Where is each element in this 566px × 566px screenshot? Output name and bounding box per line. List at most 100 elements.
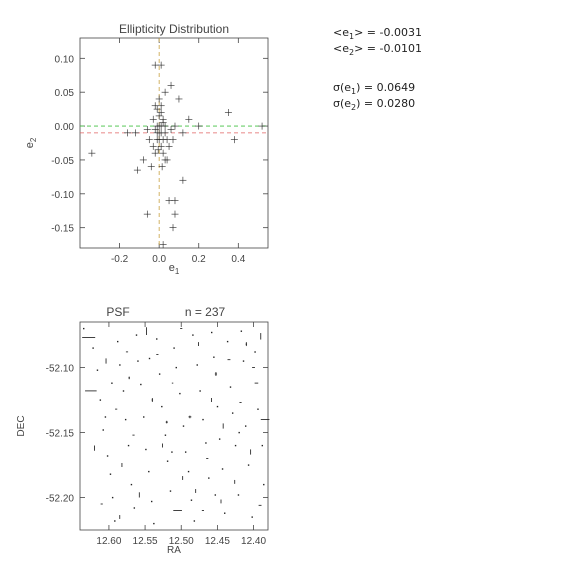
ellip-ylabel-sub: 2: [29, 137, 38, 142]
ellip-point: [179, 129, 187, 137]
ellip-xtick-label: 0.0: [152, 254, 166, 265]
psf-plot: 12.60 12.55 12.50 12.45 12.40 -52.10 -52.15 -52…: [16, 305, 270, 556]
ellip-xlabel-sub: 1: [175, 267, 180, 276]
psf-dot: [257, 408, 259, 410]
ellip-point: [149, 142, 157, 150]
ellip-point: [139, 156, 147, 164]
psf-frame: [79, 321, 269, 531]
ellip-point: [171, 210, 179, 218]
psf-dot: [92, 347, 94, 349]
psf-dot: [224, 512, 226, 514]
psf-dot: [251, 516, 253, 518]
psf-dot: [263, 483, 265, 486]
psf-dot: [145, 448, 147, 451]
psf-dot: [187, 470, 190, 473]
stat-e2-sigma-label: σ(e: [333, 97, 352, 110]
psf-whisker: [165, 420, 168, 424]
psf-dot: [214, 494, 217, 496]
ellip-point: [169, 224, 177, 232]
psf-xtick-label: 12.60: [96, 536, 121, 547]
ellip-point: [131, 129, 139, 137]
ellip-point: [165, 197, 173, 205]
ellip-ytick-label: -0.05: [51, 156, 74, 167]
ellip-point: [224, 109, 232, 117]
ellip-point: [157, 122, 165, 130]
psf-whisker: [245, 342, 248, 347]
stat-e2-mean-label: <e: [333, 42, 349, 55]
ellip-point: [165, 142, 173, 150]
stat-e2-sigma-sub: 2: [351, 103, 357, 113]
ellip-point: [88, 149, 96, 157]
psf-dot: [104, 416, 107, 418]
psf-dot: [96, 369, 99, 371]
psf-ytick-label: -52.20: [46, 494, 75, 505]
stat-e1-sigma-value: 0.0649: [376, 81, 416, 94]
psf-dot: [261, 444, 264, 447]
psf-dot: [133, 507, 136, 509]
psf-dot: [143, 416, 145, 418]
ellip-ylabel-main: e: [24, 142, 36, 148]
ellip-point: [185, 115, 193, 123]
psf-dot: [169, 490, 172, 492]
psf-dot: [242, 360, 245, 362]
psf-xtick-label: 12.40: [241, 536, 266, 547]
psf-dot: [153, 522, 155, 525]
psf-dot: [171, 451, 173, 453]
stat-e2-mean-tail: > =: [354, 42, 380, 55]
ellip-ytick-label: 0.05: [55, 88, 75, 99]
psf-dot: [211, 331, 213, 334]
ellip-point: [159, 136, 167, 144]
psf-dot: [205, 442, 207, 444]
ellip-point: [145, 136, 153, 144]
psf-dot: [193, 520, 196, 522]
psf-whisker: [151, 398, 154, 402]
stat-e2-mean: <e2> = -0.0101: [333, 42, 422, 57]
ellip-xtick-label: 0.2: [192, 254, 206, 265]
psf-dot: [83, 327, 85, 330]
psf-dot: [140, 383, 142, 386]
stat-e2-sigma-value: 0.0280: [376, 97, 416, 110]
psf-whisker: [214, 372, 218, 376]
ellip-point: [167, 81, 175, 89]
stat-e1-mean-sub: 1: [348, 32, 355, 42]
stat-e2-mean-value: -0.0101: [379, 42, 422, 55]
psf-dot: [119, 364, 121, 366]
stat-e1-mean: <e1> = -0.0031: [333, 26, 422, 41]
ellip-point: [155, 129, 163, 137]
psf-dot: [114, 520, 116, 522]
psf-dot: [182, 425, 185, 427]
ellip-point: [159, 149, 167, 157]
ellip-ylabel: e2: [24, 137, 38, 148]
ellip-ytick-label: 0.10: [55, 54, 75, 65]
psf-dot: [240, 330, 243, 332]
ellip-point: [151, 149, 159, 157]
psf-dot: [166, 460, 169, 462]
psf-dot: [175, 366, 177, 369]
ellip-point: [171, 197, 179, 205]
stat-e1-sigma-sub: 1: [351, 87, 357, 97]
psf-dot: [192, 334, 194, 336]
ellipticity-plot: -0.2 0.0 0.2 0.4 0.10 0.05 0.00 -0.05 -0.10 -0.15…: [24, 22, 269, 276]
psf-xtick-label: 12.50: [169, 536, 194, 547]
ellip-point: [175, 95, 183, 103]
psf-xlabel: RA: [167, 545, 181, 556]
psf-dot: [127, 444, 130, 447]
psf-dot: [199, 390, 201, 392]
ellip-xtick-label: 0.4: [231, 254, 245, 265]
psf-dot: [231, 412, 234, 414]
psf-whisker: [188, 415, 192, 419]
ellip-point: [157, 102, 165, 110]
psf-dot: [229, 386, 232, 388]
psf-ytick-label: -52.15: [46, 429, 75, 440]
ellip-point: [133, 166, 141, 174]
stat-e2-mean-sub: 2: [348, 48, 355, 58]
ellip-point: [143, 210, 151, 218]
psf-whisker: [128, 376, 130, 380]
ellip-point: [153, 105, 161, 113]
psf-dot: [99, 399, 102, 401]
ellip-point: [151, 61, 159, 69]
ellip-point: [155, 112, 163, 120]
psf-dot: [234, 444, 237, 447]
psf-dot: [238, 431, 240, 434]
ellip-point: [195, 122, 203, 130]
